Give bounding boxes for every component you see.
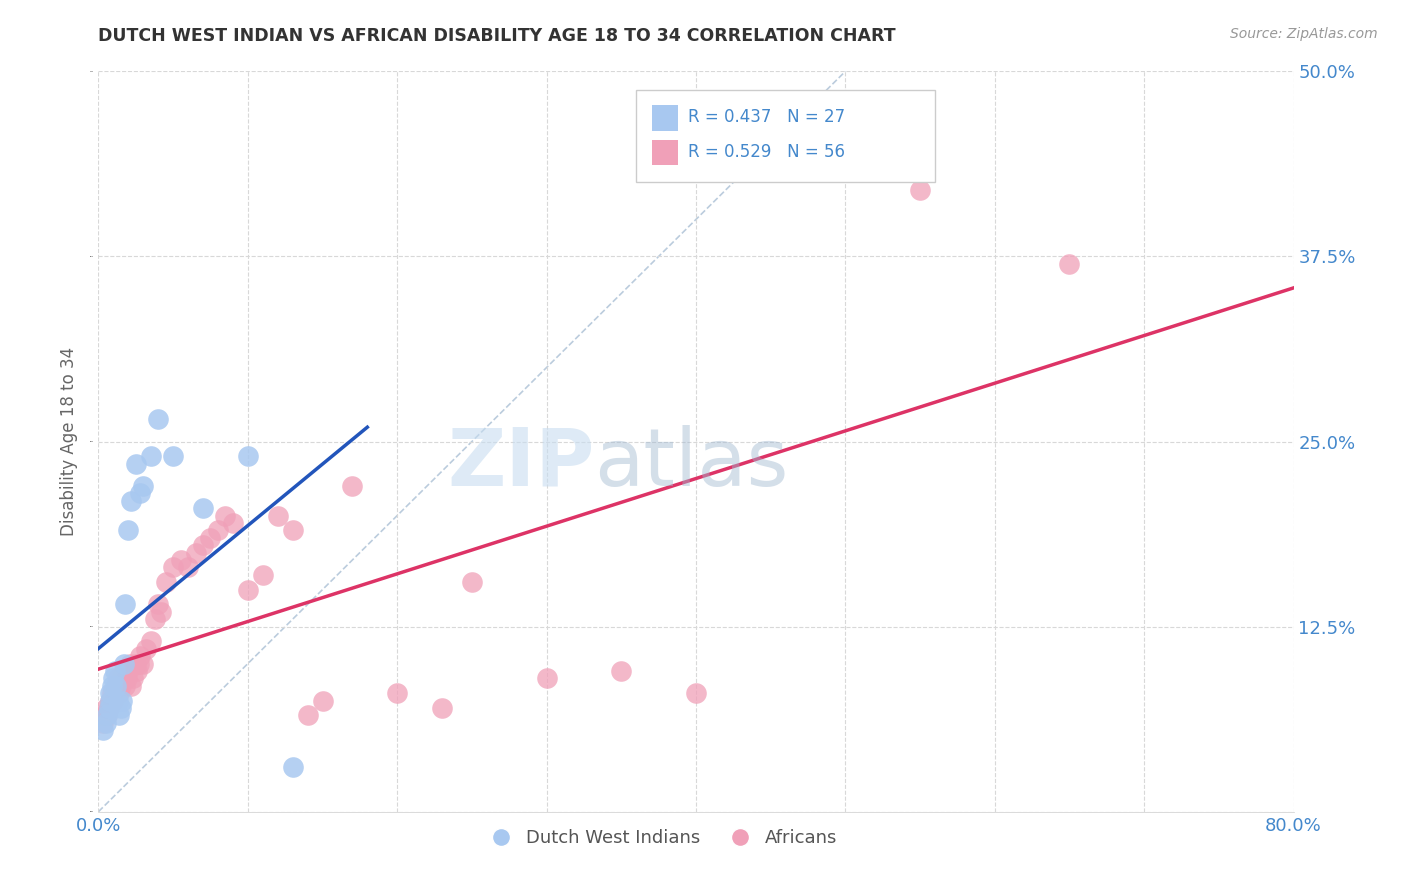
Point bbox=[236, 582, 259, 597]
Text: Source: ZipAtlas.com: Source: ZipAtlas.com bbox=[1230, 27, 1378, 41]
Point bbox=[281, 760, 304, 774]
Point bbox=[207, 524, 229, 538]
Point bbox=[685, 686, 707, 700]
Point bbox=[105, 679, 128, 693]
Point bbox=[120, 679, 142, 693]
Point bbox=[222, 516, 245, 530]
Point bbox=[162, 560, 184, 574]
Point bbox=[127, 664, 149, 678]
Point bbox=[125, 457, 148, 471]
Text: R = 0.529   N = 56: R = 0.529 N = 56 bbox=[688, 143, 845, 161]
Point bbox=[104, 664, 127, 678]
Point bbox=[94, 701, 117, 715]
Point bbox=[121, 672, 143, 686]
Point bbox=[135, 641, 157, 656]
Point bbox=[143, 612, 166, 626]
Point bbox=[908, 183, 931, 197]
Point bbox=[236, 450, 259, 464]
Point bbox=[281, 524, 304, 538]
Point bbox=[129, 486, 152, 500]
Point bbox=[91, 723, 114, 738]
Point bbox=[177, 560, 200, 574]
Text: atlas: atlas bbox=[595, 425, 789, 503]
Point bbox=[96, 708, 118, 723]
Point bbox=[132, 479, 155, 493]
Point bbox=[128, 657, 150, 671]
Point bbox=[91, 715, 114, 730]
FancyBboxPatch shape bbox=[652, 140, 678, 165]
Point bbox=[93, 708, 115, 723]
Point bbox=[103, 694, 125, 708]
Point bbox=[191, 501, 214, 516]
Point bbox=[169, 553, 191, 567]
Point bbox=[311, 694, 333, 708]
Text: R = 0.437   N = 27: R = 0.437 N = 27 bbox=[688, 108, 845, 127]
Point bbox=[98, 694, 122, 708]
Point bbox=[342, 479, 364, 493]
Point bbox=[214, 508, 236, 523]
Point bbox=[148, 598, 170, 612]
FancyBboxPatch shape bbox=[637, 90, 935, 183]
Point bbox=[1059, 257, 1081, 271]
Point bbox=[385, 686, 409, 700]
Point bbox=[117, 664, 139, 678]
Point bbox=[162, 450, 184, 464]
Point bbox=[139, 634, 162, 648]
Point bbox=[461, 575, 484, 590]
Point bbox=[129, 649, 152, 664]
Point bbox=[97, 701, 120, 715]
Point bbox=[111, 672, 134, 686]
Point bbox=[184, 546, 207, 560]
Point bbox=[110, 679, 132, 693]
Point bbox=[112, 664, 135, 678]
Point bbox=[104, 686, 127, 700]
Text: ZIP: ZIP bbox=[447, 425, 595, 503]
FancyBboxPatch shape bbox=[652, 105, 678, 130]
Point bbox=[108, 708, 131, 723]
Point bbox=[252, 567, 274, 582]
Point bbox=[148, 412, 170, 426]
Point bbox=[132, 657, 155, 671]
Point bbox=[94, 715, 117, 730]
Point bbox=[105, 679, 128, 693]
Point bbox=[98, 694, 122, 708]
Point bbox=[118, 657, 141, 671]
Point bbox=[98, 686, 122, 700]
Point bbox=[101, 679, 124, 693]
Text: DUTCH WEST INDIAN VS AFRICAN DISABILITY AGE 18 TO 34 CORRELATION CHART: DUTCH WEST INDIAN VS AFRICAN DISABILITY … bbox=[98, 27, 896, 45]
Point bbox=[112, 657, 135, 671]
Point bbox=[267, 508, 290, 523]
Point bbox=[97, 701, 120, 715]
Point bbox=[101, 686, 124, 700]
Point bbox=[610, 664, 633, 678]
Point bbox=[297, 708, 319, 723]
Point bbox=[107, 672, 129, 686]
Legend: Dutch West Indians, Africans: Dutch West Indians, Africans bbox=[475, 822, 845, 855]
Point bbox=[125, 657, 148, 671]
Y-axis label: Disability Age 18 to 34: Disability Age 18 to 34 bbox=[60, 347, 79, 536]
Point bbox=[103, 672, 125, 686]
Point bbox=[96, 708, 118, 723]
Point bbox=[114, 598, 136, 612]
Point bbox=[114, 679, 136, 693]
Point bbox=[200, 531, 222, 545]
Point bbox=[108, 686, 131, 700]
Point bbox=[107, 694, 129, 708]
Point bbox=[120, 493, 142, 508]
Point bbox=[150, 605, 173, 619]
Point bbox=[139, 450, 162, 464]
Point bbox=[191, 538, 214, 552]
Point bbox=[536, 672, 558, 686]
Point bbox=[110, 701, 132, 715]
Point bbox=[117, 524, 139, 538]
Point bbox=[115, 672, 138, 686]
Point bbox=[155, 575, 177, 590]
Point bbox=[111, 694, 134, 708]
Point bbox=[430, 701, 453, 715]
